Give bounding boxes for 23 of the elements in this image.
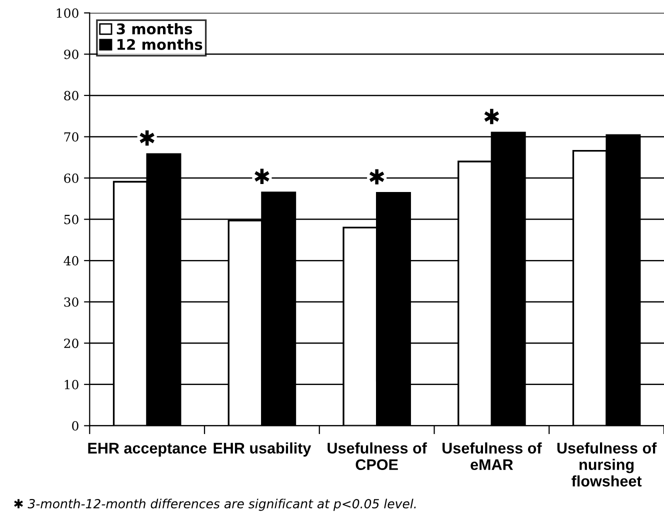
y-tick-label: 80 (64, 90, 78, 100)
y-tick-label: 60 (64, 173, 78, 183)
y-tick-label: 20 (64, 338, 78, 348)
y-tick-label: 70 (64, 132, 78, 142)
legend-label: 12 months (118, 38, 202, 50)
x-tick-label: EHR usability (214, 442, 312, 457)
y-tick-label: 50 (64, 214, 78, 224)
x-tick-label: Usefulness of nursing flowsheet (557, 442, 657, 487)
y-tick-label: 0 (72, 421, 78, 431)
y-tick-label: 30 (64, 297, 78, 307)
y-tick-label: 40 (64, 256, 78, 266)
annotation: ✱ (484, 108, 500, 124)
x-tick-label: Usefulness of eMAR (442, 442, 542, 470)
text: ✱ 3-month-12-month differences are significant at p<0.05 level. (14, 498, 416, 511)
annotation: ✱ (140, 130, 154, 146)
y-tick-label: 10 (64, 380, 78, 390)
annotation: ✱ (254, 168, 270, 184)
annotation: ✱ (369, 169, 384, 184)
x-tick-label: Usefulness of CPOE (328, 442, 427, 470)
x-tick-label: EHR acceptance (88, 442, 206, 457)
y-tick-label: 90 (64, 50, 78, 60)
y-tick-label: 100 (56, 8, 78, 18)
legend-label: 3 months (116, 23, 192, 34)
